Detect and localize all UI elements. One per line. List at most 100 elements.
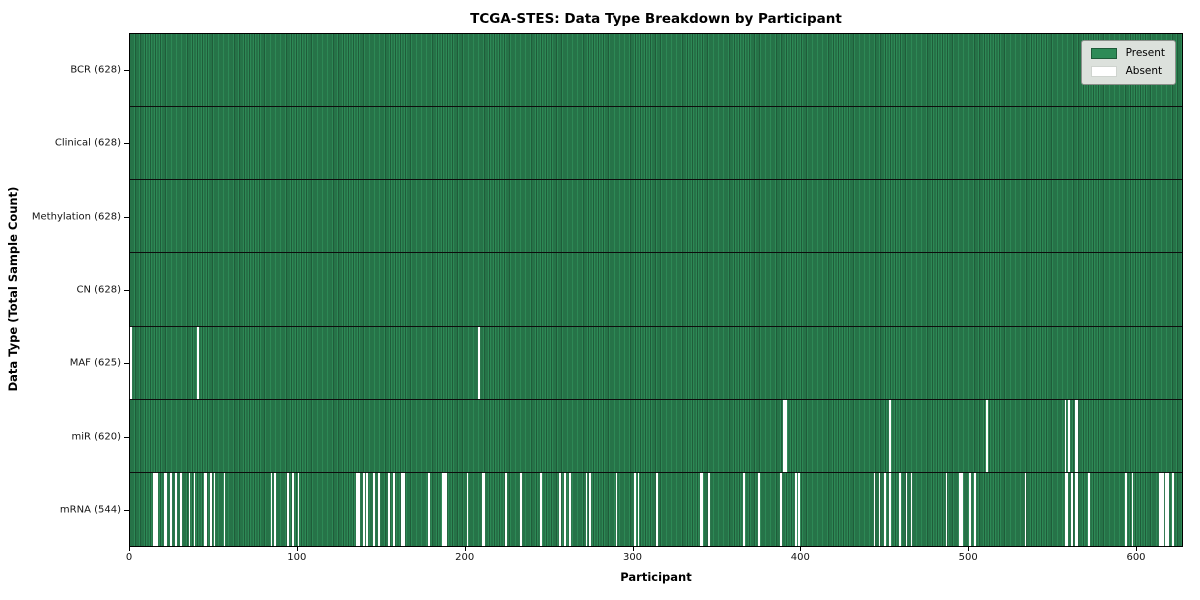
absent-stripe <box>588 472 591 546</box>
absent-stripe <box>203 472 206 546</box>
absent-stripe <box>153 472 156 546</box>
absent-swatch-icon <box>1090 66 1117 77</box>
x-tick-label: 600 <box>1126 552 1146 563</box>
absent-stripe <box>656 472 658 546</box>
absent-stripe <box>505 472 507 546</box>
absent-stripe <box>873 472 876 546</box>
absent-stripe <box>441 472 444 546</box>
absent-stripe <box>779 472 782 546</box>
y-tick-label-methylation: Methylation (628) <box>31 211 121 223</box>
absent-stripe <box>1165 472 1167 546</box>
legend-label-absent: Absent <box>1125 65 1163 78</box>
y-tick-mark <box>124 69 129 71</box>
absent-stripe <box>1064 399 1067 472</box>
absent-stripe <box>205 472 208 546</box>
legend-label-present: Present <box>1125 47 1165 60</box>
presence-row-bcr <box>130 34 1182 108</box>
absent-stripe <box>443 472 445 546</box>
presence-row-mir <box>130 399 1182 473</box>
absent-stripe <box>401 472 404 546</box>
absent-stripe <box>188 472 191 546</box>
absent-stripe <box>403 472 405 546</box>
absent-stripe <box>377 472 380 546</box>
absent-stripe <box>155 472 157 546</box>
absent-stripe <box>969 472 971 546</box>
absent-stripe <box>1131 472 1134 546</box>
absent-stripe <box>795 472 797 546</box>
y-tick-mark <box>124 216 129 218</box>
presence-row-maf <box>130 326 1182 400</box>
absent-stripe <box>428 472 430 546</box>
absent-stripe <box>180 472 182 546</box>
absent-stripe <box>615 472 618 546</box>
absent-stripe <box>883 472 886 546</box>
legend: Present Absent <box>1080 40 1176 85</box>
absent-stripe <box>210 472 213 546</box>
y-tick-label-bcr: BCR (628) <box>70 64 121 76</box>
absent-stripe <box>270 472 273 546</box>
absent-stripe <box>798 472 801 546</box>
absent-stripe <box>175 472 177 546</box>
x-tick-mark <box>1136 547 1137 551</box>
absent-stripe <box>784 399 787 472</box>
absent-stripe <box>1024 472 1027 546</box>
absent-stripe <box>292 472 295 546</box>
absent-stripe <box>274 472 276 546</box>
absent-stripe <box>1076 399 1079 472</box>
absent-stripe <box>540 472 543 546</box>
absent-stripe <box>170 472 172 546</box>
absent-stripe <box>478 326 481 399</box>
x-tick-label: 0 <box>125 552 133 563</box>
absent-stripe <box>213 472 216 546</box>
absent-stripe <box>362 472 365 546</box>
x-tick-mark <box>800 547 802 551</box>
absent-stripe <box>387 472 390 546</box>
chart-title: TCGA-STES: Data Type Breakdown by Partic… <box>470 11 842 27</box>
plot-area <box>129 33 1183 547</box>
absent-stripe <box>1064 472 1067 546</box>
y-tick-mark <box>124 510 129 512</box>
absent-stripe <box>481 472 484 546</box>
absent-stripe <box>1166 472 1169 546</box>
absent-stripe <box>356 472 358 546</box>
absent-stripe <box>366 472 368 546</box>
presence-row-mrna <box>130 472 1182 546</box>
absent-stripe <box>1171 472 1174 546</box>
x-tick-mark <box>968 547 970 551</box>
x-tick-mark <box>464 547 466 551</box>
absent-stripe <box>1074 472 1077 546</box>
y-tick-label-maf: MAF (625) <box>69 357 121 369</box>
x-tick-label: 400 <box>790 552 810 563</box>
absent-stripe <box>197 326 199 399</box>
absent-stripe <box>357 472 360 546</box>
absent-stripe <box>393 472 395 546</box>
x-tick-mark <box>296 547 298 551</box>
absent-stripe <box>701 472 703 546</box>
absent-stripe <box>758 472 760 546</box>
absent-stripe <box>193 472 196 546</box>
absent-stripe <box>466 472 469 546</box>
absent-stripe <box>444 472 447 546</box>
absent-stripe <box>297 472 300 546</box>
absent-stripe <box>1160 472 1162 546</box>
presence-row-clinical <box>130 107 1182 181</box>
absent-stripe <box>520 472 522 546</box>
absent-stripe <box>1158 472 1161 546</box>
absent-stripe <box>888 472 891 546</box>
absent-stripe <box>163 472 166 546</box>
legend-item-present: Present <box>1090 47 1165 60</box>
absent-stripe <box>223 472 226 546</box>
absent-stripe <box>1066 472 1069 546</box>
absent-stripe <box>1125 472 1127 546</box>
y-tick-label-mir: miR (620) <box>71 431 121 443</box>
absent-stripe <box>156 472 159 546</box>
absent-stripe <box>707 472 710 546</box>
present-swatch-icon <box>1090 48 1117 59</box>
absent-stripe <box>898 472 901 546</box>
absent-stripe <box>878 472 881 546</box>
absent-stripe <box>1076 472 1079 546</box>
y-tick-mark <box>124 290 129 291</box>
absent-stripe <box>888 399 891 472</box>
absent-stripe <box>910 472 913 546</box>
